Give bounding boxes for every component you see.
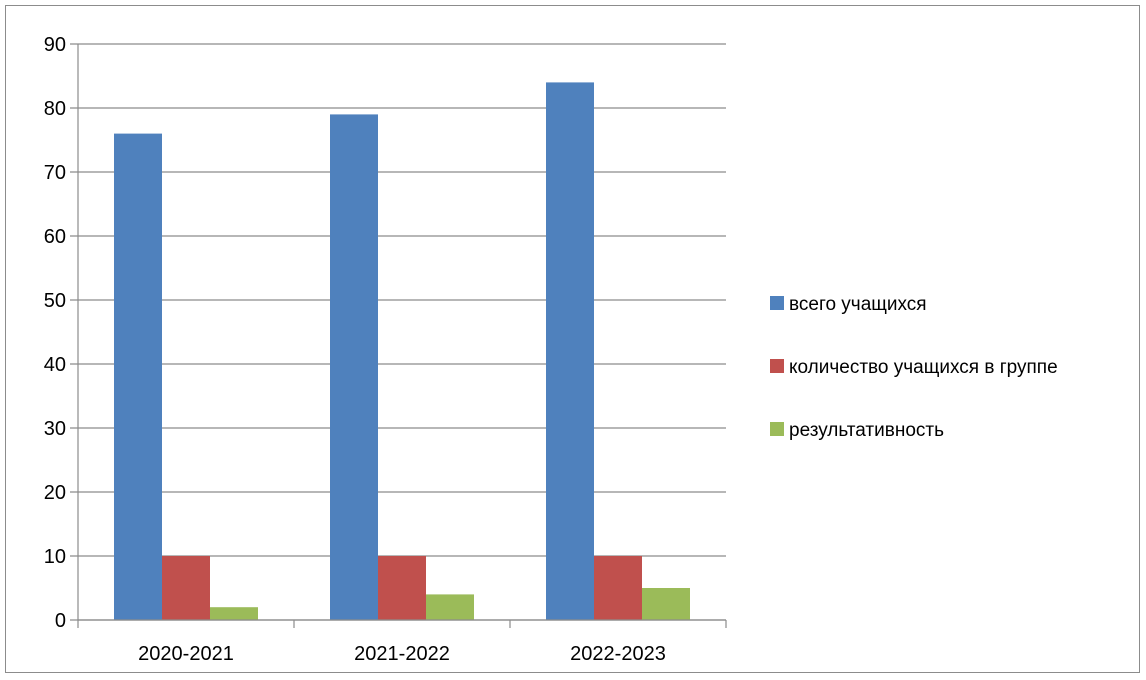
x-tick-label: 2020-2021 [138,643,234,665]
bar-3-2020-2021 [210,607,258,620]
y-tick-label: 60 [44,226,66,248]
legend-swatch [770,359,784,373]
legend-swatch [770,422,784,436]
bar-3-2021-2022 [426,594,474,620]
legend-label: количество учащихся в группе [789,357,1058,378]
legend: всего учащихся количество учащихся в груп… [770,294,1058,441]
bars [114,82,690,621]
y-tick-label: 30 [44,418,66,440]
y-tick-label: 90 [44,34,66,56]
x-tick-labels: 2020-2021 2021-2022 2022-2023 [138,643,666,665]
legend-label: всего учащихся [789,294,927,315]
x-tick-label: 2021-2022 [354,643,450,665]
bar-3-2022-2023 [642,588,690,620]
bar-2-2021-2022 [378,556,426,620]
bar-1-2021-2022 [330,114,378,621]
x-tick-label: 2022-2023 [570,643,666,665]
y-tick-label: 50 [44,290,66,312]
y-tick-label: 0 [55,610,66,632]
y-tick-label: 40 [44,354,66,376]
y-tick-labels: 0 10 20 30 40 50 60 70 80 90 [44,34,66,632]
bar-1-2022-2023 [546,82,594,620]
gridlines [70,43,726,621]
legend-swatch [770,296,784,310]
y-tick-label: 70 [44,162,66,184]
bar-2-2020-2021 [162,556,210,620]
y-tick-label: 10 [44,546,66,568]
bar-2-2022-2023 [594,556,642,620]
bar-1-2020-2021 [114,133,162,620]
y-tick-label: 80 [44,98,66,120]
legend-label: результативность [789,420,944,441]
y-tick-label: 20 [44,482,66,504]
axes [77,44,727,628]
